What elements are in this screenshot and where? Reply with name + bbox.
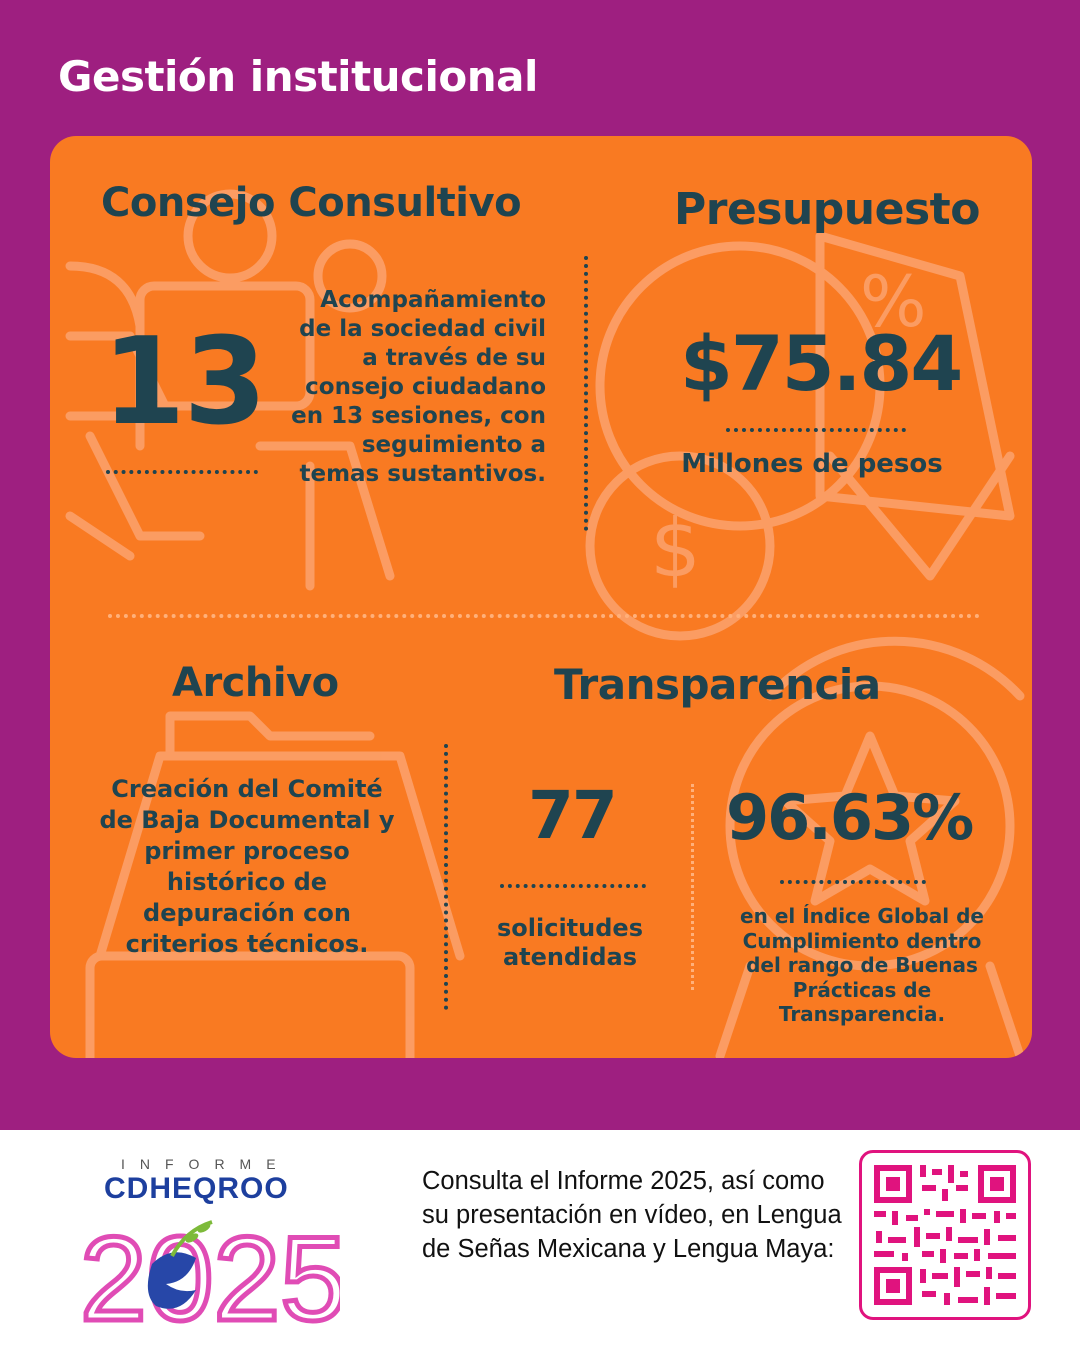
presupuesto-amount-underline <box>726 428 906 432</box>
person-head-icon <box>313 239 387 313</box>
logo-organization: CDHEQROO <box>104 1172 289 1205</box>
archivo-title: Archivo <box>172 660 339 706</box>
index-label: en el Índice Global de Cumplimiento dent… <box>740 904 984 1026</box>
archivo-description: Creación del Comité de Baja Documental y… <box>99 775 395 958</box>
footer-description: Consulta el Informe 2025, así como su pr… <box>422 1167 842 1263</box>
divider-vertical-bottom <box>444 744 448 1010</box>
svg-text:%: % <box>860 261 927 343</box>
logo-informe-text: INFORME <box>121 1156 291 1172</box>
dove-icon <box>147 1252 196 1309</box>
star-icon <box>780 731 960 906</box>
presupuesto-title: Presupuesto <box>674 184 980 235</box>
person-body-icon <box>65 261 145 451</box>
requests-underline <box>500 884 646 888</box>
index-underline <box>780 880 926 884</box>
presupuesto-unit: Millones de pesos <box>681 449 943 479</box>
divider-horizontal <box>108 614 980 618</box>
svg-text:$: $ <box>650 502 701 595</box>
folder-icon <box>85 951 415 1058</box>
requests-number: 77 <box>528 777 618 854</box>
consejo-title: Consejo Consultivo <box>101 180 522 226</box>
coin-icon <box>585 451 775 641</box>
consejo-number-underline <box>106 470 258 474</box>
page-title: Gestión institucional <box>58 52 538 101</box>
requests-label: solicitudes atendidas <box>497 914 643 971</box>
stats-card: $ % Consejo Consultivo 13 Acompañamiento… <box>50 136 1032 1058</box>
footer: INFORME CDHEQROO 2025 Consulta el Inform… <box>0 1130 1080 1350</box>
qr-code[interactable] <box>859 1150 1031 1320</box>
pie-chart-icon <box>595 241 885 531</box>
person-head-icon <box>183 189 277 283</box>
divider-vertical-light <box>691 784 694 990</box>
consejo-number: 13 <box>102 313 267 452</box>
index-value: 96.63% <box>726 781 974 854</box>
award-icon <box>725 681 1015 971</box>
logo-year-text: 2025 <box>80 1212 340 1334</box>
transparencia-title: Transparencia <box>554 660 881 709</box>
consejo-description: Acompañamiento de la sociedad civil a tr… <box>291 287 546 487</box>
divider-vertical-top <box>584 256 588 531</box>
presupuesto-amount: $75.84 <box>680 319 963 408</box>
logo-year-graphic: 2025 <box>80 1210 340 1335</box>
background-illustration: $ % <box>65 189 1025 1058</box>
qr-code-icon <box>874 1165 1016 1305</box>
